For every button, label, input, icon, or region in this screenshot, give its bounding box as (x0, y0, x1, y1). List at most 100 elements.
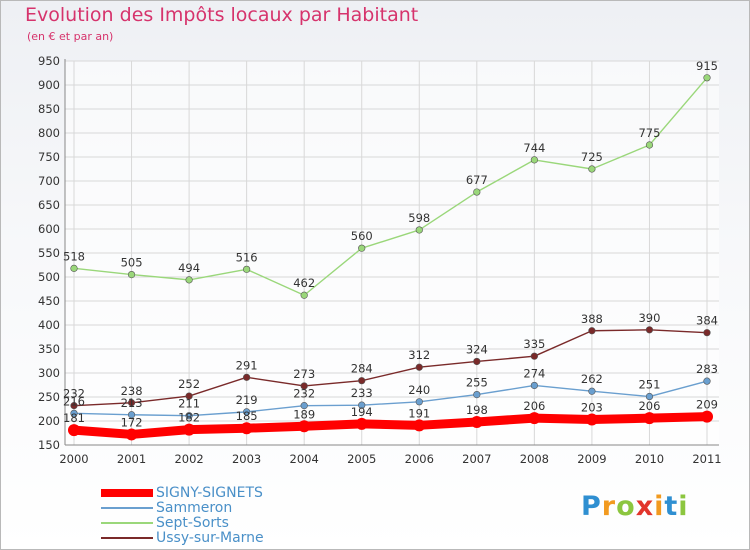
logo-letter: r (601, 491, 617, 522)
y-tick-label: 750 (38, 150, 60, 164)
y-tick-label: 150 (38, 438, 60, 452)
data-label: 283 (696, 362, 718, 376)
data-label: 213 (121, 396, 143, 410)
y-tick-label: 900 (38, 78, 60, 92)
x-tick-label: 2003 (232, 452, 261, 466)
data-point (355, 417, 368, 430)
legend-item: Sammeron (101, 500, 264, 516)
series-line-sept-sorts (73, 77, 708, 296)
logo-letter: t (664, 491, 679, 522)
data-point (358, 244, 366, 252)
data-point (127, 271, 136, 279)
data-label: 211 (178, 397, 200, 411)
data-label: 505 (121, 256, 143, 270)
y-tick-label: 250 (38, 390, 60, 404)
data-label: 324 (466, 342, 488, 356)
data-point (585, 413, 598, 426)
data-point (588, 387, 596, 395)
data-point (243, 408, 251, 416)
data-point (125, 428, 138, 441)
legend-swatch (101, 521, 153, 524)
data-label: 203 (581, 401, 603, 415)
data-point (358, 401, 366, 409)
x-tick-label: 2004 (290, 452, 319, 466)
y-tick-label: 400 (38, 318, 60, 332)
data-label: 518 (63, 249, 85, 263)
data-label: 273 (293, 367, 315, 381)
x-tick-label: 2011 (692, 452, 721, 466)
data-point (530, 381, 538, 390)
data-label: 274 (523, 366, 545, 380)
data-point (645, 141, 654, 149)
data-label: 284 (351, 362, 373, 376)
data-label: 560 (351, 229, 373, 243)
y-tick-label: 500 (38, 270, 60, 284)
legend-item: SIGNY-SIGNETS (101, 485, 264, 501)
data-label: 191 (408, 406, 430, 420)
y-tick-label: 950 (38, 54, 60, 68)
data-label: 335 (523, 337, 545, 351)
data-point (588, 165, 596, 173)
data-label: 181 (63, 411, 85, 425)
data-label: 312 (408, 348, 430, 362)
data-point (70, 402, 78, 410)
data-label: 172 (121, 415, 143, 429)
data-label: 744 (523, 141, 545, 155)
data-point (528, 412, 541, 425)
logo-letter: i (678, 491, 689, 522)
chart-subtitle: (en € et par an) (27, 30, 114, 43)
data-label: 185 (236, 409, 258, 423)
data-point (643, 412, 656, 425)
data-point (703, 377, 711, 385)
data-label: 494 (178, 261, 200, 275)
data-label: 262 (581, 372, 603, 386)
data-point (185, 412, 193, 420)
data-label: 182 (178, 411, 200, 425)
x-tick-label: 2008 (520, 452, 549, 466)
chart-title: Evolution des Impôts locaux par Habitant (25, 4, 419, 26)
data-point (645, 392, 654, 401)
data-label: 216 (63, 394, 85, 408)
data-label: 233 (351, 386, 373, 400)
data-point (240, 422, 253, 435)
data-point (473, 188, 481, 196)
data-point (530, 352, 538, 360)
y-tick-label: 350 (38, 342, 60, 356)
series-line-sammeron (73, 380, 708, 417)
data-label: 189 (293, 407, 315, 421)
y-tick-label: 300 (38, 366, 60, 380)
logo-letter: P (581, 491, 602, 522)
legend-label: Sept-Sorts (156, 514, 229, 531)
y-tick-label: 650 (38, 198, 60, 212)
data-label: 251 (638, 378, 660, 392)
legend-label: Ussy-sur-Marne (156, 529, 264, 546)
data-label: 219 (236, 393, 258, 407)
legend-item: Sept-Sorts (101, 514, 264, 531)
data-point (185, 392, 193, 400)
x-tick-label: 2005 (347, 452, 376, 466)
x-tick-label: 2009 (577, 452, 606, 466)
y-tick-label: 800 (38, 126, 60, 140)
data-label: 598 (408, 211, 430, 225)
y-tick-label: 450 (38, 294, 60, 308)
data-label: 206 (638, 399, 660, 413)
data-label: 725 (581, 150, 603, 164)
data-point (530, 156, 538, 164)
logo-letter: x (635, 491, 655, 522)
y-tick-label: 700 (38, 174, 60, 188)
data-point (243, 373, 251, 381)
data-point (645, 326, 654, 334)
data-label: 206 (523, 399, 545, 413)
x-tick-label: 2000 (59, 452, 88, 466)
data-label: 198 (466, 403, 488, 417)
data-label: 232 (293, 387, 315, 401)
legend-swatch (101, 488, 153, 497)
data-label: 388 (581, 312, 603, 326)
legend-item: Ussy-sur-Marne (101, 529, 264, 546)
data-label: 194 (351, 405, 373, 419)
data-label: 240 (408, 383, 430, 397)
data-point (298, 420, 311, 433)
y-tick-label: 600 (38, 222, 60, 236)
data-point (415, 226, 423, 234)
